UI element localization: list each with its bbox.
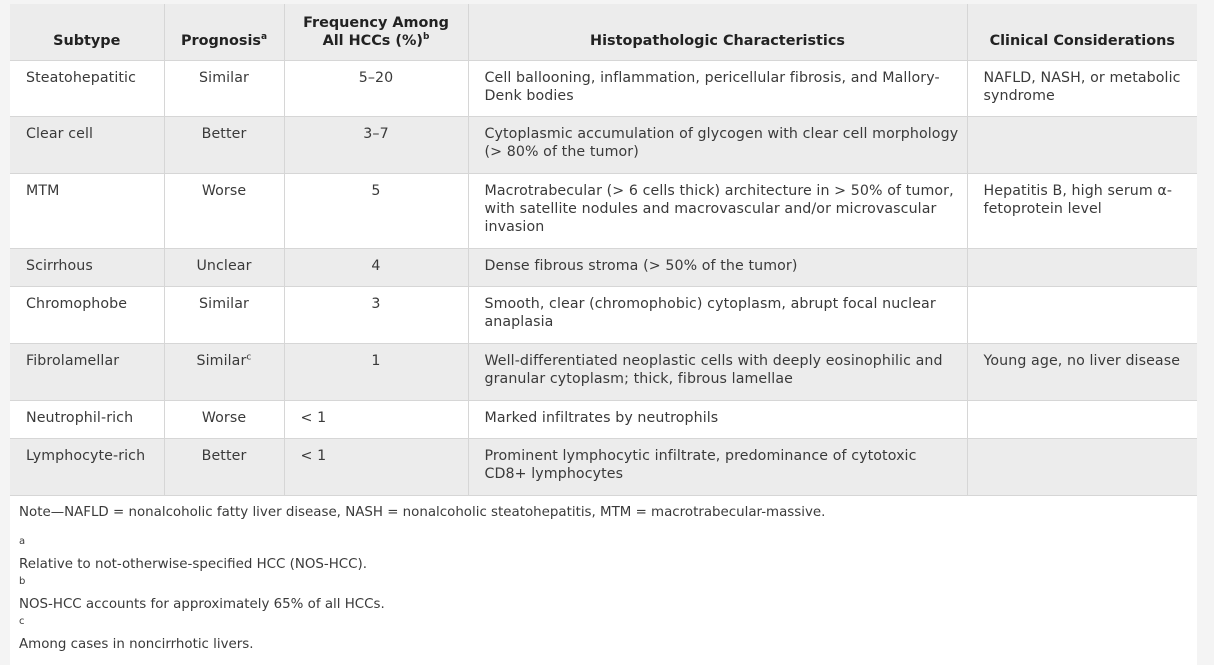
cell-subtype: Neutrophil-rich	[10, 400, 165, 439]
footnote-mark-b: b	[19, 576, 26, 587]
cell-subtype: Steatohepatitic	[10, 60, 165, 117]
cell-clinical	[967, 116, 1197, 174]
cell-clinical: Hepatitis B, high serum α-fetoprotein le…	[967, 173, 1197, 249]
cell-subtype: Clear cell	[10, 116, 165, 174]
cell-frequency: 5	[284, 173, 469, 249]
cell-frequency: < 1	[284, 400, 469, 439]
footnote-ref: c	[246, 352, 252, 363]
cell-frequency: 5–20	[284, 60, 469, 117]
abbreviation-note: Note—NAFLD = nonalcoholic fatty liver di…	[19, 505, 826, 520]
table-row: Neutrophil-rich Worse < 1 Marked infiltrate…	[10, 400, 1197, 439]
cell-histopathologic: Cell ballooning, inflammation, pericellu…	[468, 60, 968, 117]
cell-clinical	[967, 400, 1197, 439]
cell-frequency: < 1	[284, 438, 469, 496]
cell-frequency: 3	[284, 286, 469, 344]
cell-prognosis: Worse	[164, 173, 285, 249]
header-clinical: Clinical Considerations	[967, 4, 1197, 61]
table-row: Scirrhous Unclear 4 Dense fibrous stroma (>…	[10, 248, 1197, 287]
footnote-ref: a	[260, 32, 268, 43]
cell-subtype: Lymphocyte-rich	[10, 438, 165, 496]
footnote-a: Relative to not-otherwise-specified HCC …	[19, 557, 367, 572]
cell-clinical	[967, 286, 1197, 344]
cell-histopathologic: Well-differentiated neoplastic cells wit…	[468, 343, 968, 401]
hcc-subtypes-table: Subtype Prognosisa Frequency Among All H…	[10, 4, 1197, 496]
cell-histopathologic: Smooth, clear (chromophobic) cytoplasm, …	[468, 286, 968, 344]
cell-histopathologic: Cytoplasmic accumulation of glycogen wit…	[468, 116, 968, 174]
table-row: Chromophobe Similar 3 Smooth, clear (chromo…	[10, 286, 1197, 344]
cell-prognosis: Better	[164, 116, 285, 174]
cell-clinical: Young age, no liver disease	[967, 343, 1197, 401]
cell-subtype: MTM	[10, 173, 165, 249]
cell-prognosis: Similarc	[164, 343, 285, 401]
table-footnotes: Note—NAFLD = nonalcoholic fatty liver di…	[10, 505, 1197, 654]
cell-histopathologic: Dense fibrous stroma (> 50% of the tumor…	[468, 248, 968, 287]
footnote-mark-c: c	[19, 616, 25, 627]
cell-prognosis: Better	[164, 438, 285, 496]
table-header-row: Subtype Prognosisa Frequency Among All H…	[10, 4, 1197, 61]
cell-subtype: Scirrhous	[10, 248, 165, 287]
cell-clinical	[967, 248, 1197, 287]
cell-clinical: NAFLD, NASH, or metabolic syndrome	[967, 60, 1197, 117]
cell-prognosis: Unclear	[164, 248, 285, 287]
table-row: Clear cell Better 3–7 Cytoplasmic accumulat…	[10, 116, 1197, 174]
cell-histopathologic: Macrotrabecular (> 6 cells thick) archit…	[468, 173, 968, 249]
cell-prognosis: Similar	[164, 60, 285, 117]
cell-frequency: 3–7	[284, 116, 469, 174]
cell-frequency: 4	[284, 248, 469, 287]
cell-prognosis: Similar	[164, 286, 285, 344]
header-frequency: Frequency Among All HCCs (%)b	[284, 4, 469, 61]
header-prognosis: Prognosisa	[164, 4, 285, 61]
cell-subtype: Fibrolamellar	[10, 343, 165, 401]
cell-subtype: Chromophobe	[10, 286, 165, 344]
header-histopathologic: Histopathologic Characteristics	[468, 4, 968, 61]
table-row: Lymphocyte-rich Better < 1 Prominent lympho…	[10, 438, 1197, 496]
cell-clinical	[967, 438, 1197, 496]
table-row: Steatohepatitic Similar 5–20 Cell balloonin…	[10, 60, 1197, 117]
table-row: Fibrolamellar Similarc 1 Well-differentiate…	[10, 343, 1197, 401]
cell-histopathologic: Prominent lymphocytic infiltrate, predom…	[468, 438, 968, 496]
cell-frequency: 1	[284, 343, 469, 401]
header-subtype: Subtype	[10, 4, 165, 61]
footnote-ref: b	[422, 32, 430, 43]
hcc-subtypes-table-container: Subtype Prognosisa Frequency Among All H…	[10, 4, 1197, 665]
cell-prognosis: Worse	[164, 400, 285, 439]
footnote-c: Among cases in noncirrhotic livers.	[19, 637, 254, 652]
footnote-b: NOS-HCC accounts for approximately 65% o…	[19, 597, 385, 612]
cell-histopathologic: Marked infiltrates by neutrophils	[468, 400, 968, 439]
table-row: MTM Worse 5 Macrotrabecular (> 6 cells thic…	[10, 173, 1197, 249]
footnote-mark-a: a	[19, 536, 26, 547]
